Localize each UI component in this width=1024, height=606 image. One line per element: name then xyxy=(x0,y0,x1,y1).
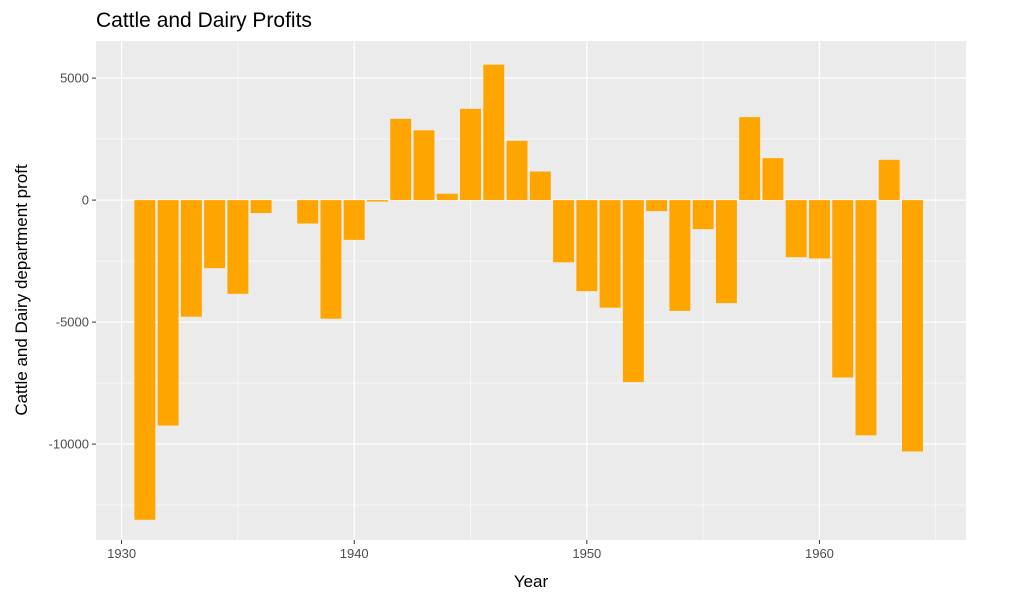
bar-1943 xyxy=(413,130,435,201)
bar-1939 xyxy=(320,200,342,319)
bar-1944 xyxy=(436,193,458,201)
bar-1932 xyxy=(157,200,179,426)
bar-1953 xyxy=(646,200,668,212)
bar-1946 xyxy=(483,64,505,201)
bar-1949 xyxy=(553,200,575,263)
bar-1958 xyxy=(762,158,784,201)
x-tick-label: 1960 xyxy=(805,546,834,561)
bar-1950 xyxy=(576,200,598,292)
x-tick-label: 1940 xyxy=(340,546,369,561)
x-tick-label: 1930 xyxy=(107,546,136,561)
bar-1942 xyxy=(390,118,412,201)
y-tick-label: 0 xyxy=(82,193,89,208)
bar-1954 xyxy=(669,200,691,311)
bar-1960 xyxy=(808,200,830,259)
y-tick-label: -10000 xyxy=(49,437,89,452)
bar-1959 xyxy=(785,200,807,258)
bars xyxy=(134,64,923,520)
chart-title: Cattle and Dairy Profits xyxy=(96,9,312,32)
bar-1952 xyxy=(622,200,644,383)
bar-1964 xyxy=(902,200,923,452)
bar-1957 xyxy=(739,117,761,201)
x-axis-title: Year xyxy=(514,572,549,591)
bar-1956 xyxy=(715,200,737,304)
bar-1962 xyxy=(855,200,877,436)
bar-1951 xyxy=(599,200,621,308)
bar-1933 xyxy=(180,200,202,317)
bar-1963 xyxy=(878,159,900,201)
bar-1945 xyxy=(460,108,481,201)
y-tick-label: -5000 xyxy=(56,315,89,330)
bar-1935 xyxy=(227,200,249,294)
axis-ticks: 5000 0 -5000 -10000 1930 1940 1950 1960 xyxy=(49,71,834,561)
bar-1938 xyxy=(297,200,319,224)
bar-1961 xyxy=(832,200,854,378)
x-tick-label: 1950 xyxy=(572,546,601,561)
y-tick-label: 5000 xyxy=(60,71,89,86)
bar-1941 xyxy=(367,200,388,202)
y-axis-title: Cattle and Dairy department proft xyxy=(12,164,31,416)
bar-1936 xyxy=(250,200,272,214)
bar-1931 xyxy=(134,200,156,520)
bar-1934 xyxy=(204,200,226,269)
bar-1955 xyxy=(692,200,714,230)
bar-1940 xyxy=(343,200,365,240)
bar-1947 xyxy=(506,140,528,201)
bar-1948 xyxy=(529,171,551,201)
